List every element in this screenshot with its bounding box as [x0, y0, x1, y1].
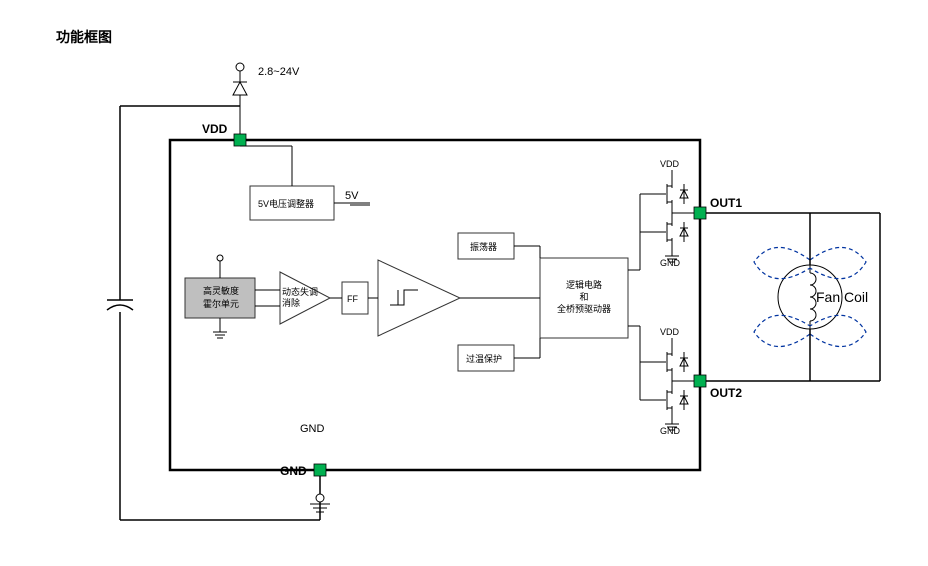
otp-label: 过温保护 [466, 353, 502, 364]
out2-pad [694, 375, 706, 387]
regulator-out: 5V [345, 190, 359, 202]
doc-l2: 消除 [282, 297, 300, 308]
voltage-label: 2.8~24V [258, 66, 300, 78]
doc-l1: 动态失调 [282, 286, 318, 297]
fan-label: Fan Coil [816, 289, 868, 305]
vdd-pad [234, 134, 246, 146]
ff-label: FF [347, 294, 358, 304]
svg-text:VDD: VDD [660, 159, 680, 169]
out1-label: OUT1 [710, 196, 742, 210]
regulator-label: 5V电压调整器 [258, 198, 314, 209]
diagram-svg: 2.8~24V VDD GND GND 5V电压调整器 5V 高灵敏度 霍尔单元… [0, 0, 928, 566]
comparator [378, 260, 460, 336]
logic-l1: 逻辑电路 [566, 279, 602, 290]
hall-l1: 高灵敏度 [203, 285, 239, 296]
vdd-label: VDD [202, 122, 228, 136]
out2-label: OUT2 [710, 386, 742, 400]
gnd-pad [314, 464, 326, 476]
gnd-label: GND [280, 464, 307, 478]
logic-l3: 全桥预驱动器 [557, 303, 611, 314]
osc-label: 振荡器 [470, 241, 497, 252]
gnd-small-label: GND [300, 423, 325, 435]
out1-pad [694, 207, 706, 219]
logic-l2: 和 [579, 292, 588, 302]
hall-block [185, 278, 255, 318]
hall-l2: 霍尔单元 [203, 298, 239, 309]
fan-coil: Fan Coil [706, 213, 880, 381]
svg-text:VDD: VDD [660, 327, 680, 337]
